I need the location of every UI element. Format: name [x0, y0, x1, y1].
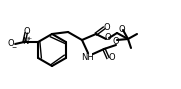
Text: O: O — [109, 53, 115, 62]
Text: O: O — [104, 33, 111, 43]
Text: O: O — [8, 40, 14, 49]
Text: +: + — [26, 36, 31, 41]
Text: O: O — [119, 24, 125, 33]
Text: O: O — [104, 23, 110, 32]
Text: O: O — [113, 37, 119, 46]
Text: O: O — [24, 27, 30, 36]
Text: −: − — [11, 44, 16, 49]
Text: N: N — [22, 37, 28, 46]
Text: NH: NH — [82, 53, 94, 61]
